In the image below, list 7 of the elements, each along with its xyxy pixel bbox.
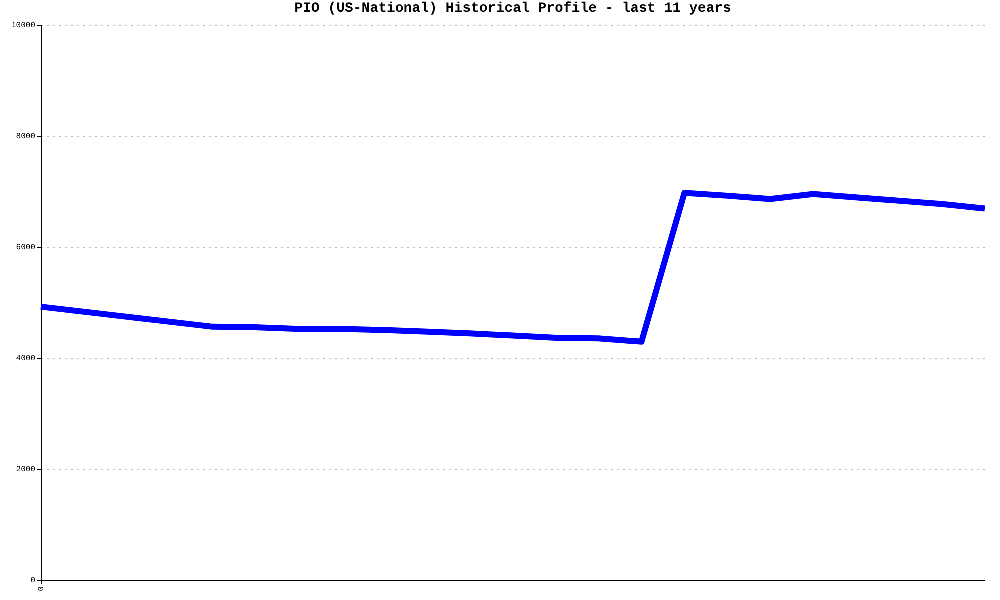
- chart-title: PIO (US-National) Historical Profile - last 11 years: [294, 1, 732, 17]
- y-tick-label: 2000: [16, 466, 36, 474]
- y-tick-label: 0: [30, 576, 36, 586]
- y-tick-label: 4000: [16, 354, 36, 364]
- y-tick-label: 8000: [16, 132, 36, 142]
- y-tick-label: 10000: [11, 22, 36, 30]
- y-tick-label: 6000: [16, 244, 36, 252]
